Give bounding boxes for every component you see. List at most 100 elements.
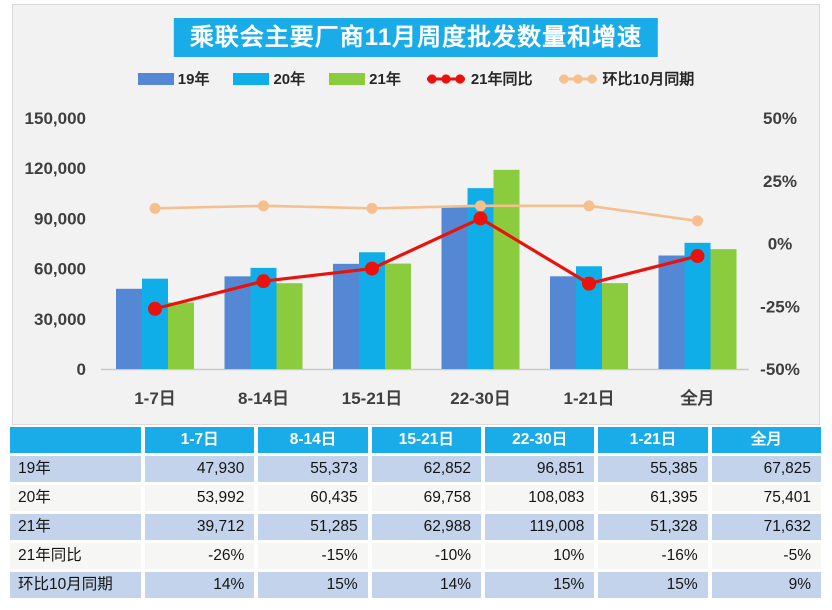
point-21年同比-1-7日 bbox=[148, 301, 162, 316]
left-axis-tick: 150,000 bbox=[25, 109, 86, 128]
bar-20年-全月 bbox=[684, 242, 711, 369]
legend-swatch-line bbox=[558, 73, 597, 84]
bar-19年-1-7日 bbox=[116, 288, 142, 369]
table-cell-21年-全月: 71,632 bbox=[711, 514, 821, 540]
table-cell-21年-15-21日: 62,988 bbox=[371, 514, 481, 540]
table-cell-20年-1-7日: 53,992 bbox=[145, 485, 255, 511]
table-cell-20年-15-21日: 69,758 bbox=[371, 485, 481, 511]
table-cell-21年-1-21日: 51,328 bbox=[598, 514, 708, 540]
x-axis-label-22-30日: 22-30日 bbox=[450, 389, 510, 408]
bar-21年-1-21日 bbox=[602, 283, 628, 369]
table-cell-21年-8-14日: 51,285 bbox=[258, 514, 368, 540]
bar-19年-1-21日 bbox=[550, 276, 576, 369]
legend-swatch-bar bbox=[329, 72, 366, 85]
table-cell-环比10月同期-全月: 9% bbox=[711, 572, 821, 598]
bar-21年-8-14日 bbox=[276, 283, 303, 369]
chart-title-banner: 乘联会主要厂商11月周度批发数量和增速 bbox=[173, 18, 659, 57]
point-21年同比-1-21日 bbox=[582, 276, 596, 291]
point-21年同比-15-21日 bbox=[365, 261, 379, 276]
table-header-1-7日: 1-7日 bbox=[145, 427, 255, 453]
point-环比10月同期-1-7日 bbox=[149, 202, 161, 214]
legend-label: 19年 bbox=[177, 71, 210, 88]
chart-legend: 19年 20年 21年 21年同比 环比10月同期 bbox=[13, 68, 819, 89]
bar-21年-全月 bbox=[710, 249, 737, 369]
legend-item-21年同比: 21年同比 bbox=[425, 68, 533, 89]
table-cell-19年-15-21日: 62,852 bbox=[371, 456, 481, 482]
x-axis-label-15-21日: 15-21日 bbox=[342, 389, 402, 408]
table-header-1-21日: 1-21日 bbox=[598, 427, 708, 453]
table-cell-20年-22-30日: 108,083 bbox=[485, 485, 595, 511]
legend-label: 21年 bbox=[369, 71, 401, 88]
table-cell-19年-22-30日: 96,851 bbox=[485, 456, 595, 482]
table-cell-环比10月同期-1-7日: 14% bbox=[145, 572, 255, 598]
right-axis-tick: -25% bbox=[760, 297, 800, 316]
legend-label: 20年 bbox=[273, 71, 306, 88]
table-cell-20年-8-14日: 60,435 bbox=[258, 485, 368, 511]
point-环比10月同期-全月 bbox=[692, 215, 703, 227]
combo-chart: 150,000 120,000 90,000 60,000 30,000 0 50% 25% 0… bbox=[25, 109, 800, 408]
legend-item-20年: 20年 bbox=[233, 68, 305, 89]
table-cell-19年-全月: 67,825 bbox=[711, 456, 821, 482]
table-cell-21年同比-15-21日: -10% bbox=[371, 543, 481, 569]
table-cell-21年同比-1-21日: -16% bbox=[598, 543, 708, 569]
x-axis-label-1-7日: 1-7日 bbox=[134, 389, 176, 408]
legend-label: 21年同比 bbox=[470, 71, 533, 88]
right-axis-tick: 0% bbox=[768, 235, 793, 254]
legend-item-环比10月同期: 环比10月同期 bbox=[557, 68, 695, 89]
bar-19年-全月 bbox=[658, 255, 685, 369]
bar-21年-22-30日 bbox=[493, 169, 520, 369]
table-cell-19年-1-7日: 47,930 bbox=[145, 456, 255, 482]
point-环比10月同期-22-30日 bbox=[475, 200, 486, 212]
table-cell-21年-22-30日: 119,008 bbox=[485, 514, 595, 540]
bar-21年-1-7日 bbox=[168, 302, 194, 369]
table-header-15-21日: 15-21日 bbox=[371, 427, 481, 453]
x-axis-label-8-14日: 8-14日 bbox=[238, 389, 289, 408]
line-环比10月同期 bbox=[154, 204, 698, 223]
right-axis-tick: 25% bbox=[763, 172, 797, 191]
table-header-22-30日: 22-30日 bbox=[485, 427, 595, 453]
x-axis-label-全月: 全月 bbox=[680, 388, 715, 408]
legend-item-19年: 19年 bbox=[137, 68, 210, 89]
table-header-全月: 全月 bbox=[711, 427, 821, 453]
legend-item-21年: 21年 bbox=[329, 68, 401, 89]
table-cell-环比10月同期-8-14日: 15% bbox=[258, 572, 368, 598]
right-axis-tick: 50% bbox=[763, 109, 797, 128]
table-row-label-19年: 19年 bbox=[10, 456, 141, 482]
table-header-corner bbox=[10, 427, 141, 453]
data-table: 1-7日 8-14日 15-21日 22-30日 1-21日 全月 19年 47,930 55,… bbox=[10, 427, 821, 598]
table-row-label-20年: 20年 bbox=[10, 485, 141, 511]
table-cell-19年-8-14日: 55,373 bbox=[258, 456, 368, 482]
x-axis-label-1-21日: 1-21日 bbox=[563, 389, 614, 408]
table-cell-21年同比-22-30日: 10% bbox=[485, 543, 595, 569]
legend-swatch-bar bbox=[137, 72, 174, 85]
table-cell-21年-1-7日: 39,712 bbox=[145, 514, 255, 540]
legend-swatch-line bbox=[426, 73, 465, 84]
bar-19年-8-14日 bbox=[224, 276, 251, 369]
point-21年同比-8-14日 bbox=[256, 274, 271, 289]
table-row-label-21年同比: 21年同比 bbox=[10, 543, 141, 569]
table-cell-19年-1-21日: 55,385 bbox=[598, 456, 708, 482]
bar-20年-1-7日 bbox=[142, 278, 168, 369]
left-axis-tick: 90,000 bbox=[34, 209, 86, 228]
left-axis-tick: 60,000 bbox=[34, 260, 86, 279]
legend-swatch-bar bbox=[233, 72, 270, 85]
table-cell-环比10月同期-1-21日: 15% bbox=[598, 572, 708, 598]
table-row-label-21年: 21年 bbox=[10, 514, 141, 540]
table-cell-21年同比-全月: -5% bbox=[711, 543, 821, 569]
table-cell-21年同比-1-7日: -26% bbox=[145, 543, 255, 569]
table-cell-20年-全月: 75,401 bbox=[711, 485, 821, 511]
right-axis-tick: -50% bbox=[760, 360, 800, 379]
left-axis-tick: 30,000 bbox=[34, 310, 86, 329]
point-环比10月同期-8-14日 bbox=[258, 200, 269, 212]
bar-21年-15-21日 bbox=[385, 263, 411, 369]
left-axis-tick: 0 bbox=[77, 360, 86, 379]
table-cell-20年-1-21日: 61,395 bbox=[598, 485, 708, 511]
chart-panel: 乘联会主要厂商11月周度批发数量和增速 19年 20年 21年 21年同比 环比10月同… bbox=[12, 4, 820, 425]
point-环比10月同期-15-21日 bbox=[366, 202, 378, 214]
legend-label: 环比10月同期 bbox=[602, 71, 695, 88]
table-cell-21年同比-8-14日: -15% bbox=[258, 543, 368, 569]
table-cell-环比10月同期-22-30日: 15% bbox=[485, 572, 595, 598]
point-21年同比-22-30日 bbox=[473, 211, 488, 226]
line-21年同比 bbox=[154, 216, 698, 311]
point-环比10月同期-1-21日 bbox=[583, 200, 595, 212]
